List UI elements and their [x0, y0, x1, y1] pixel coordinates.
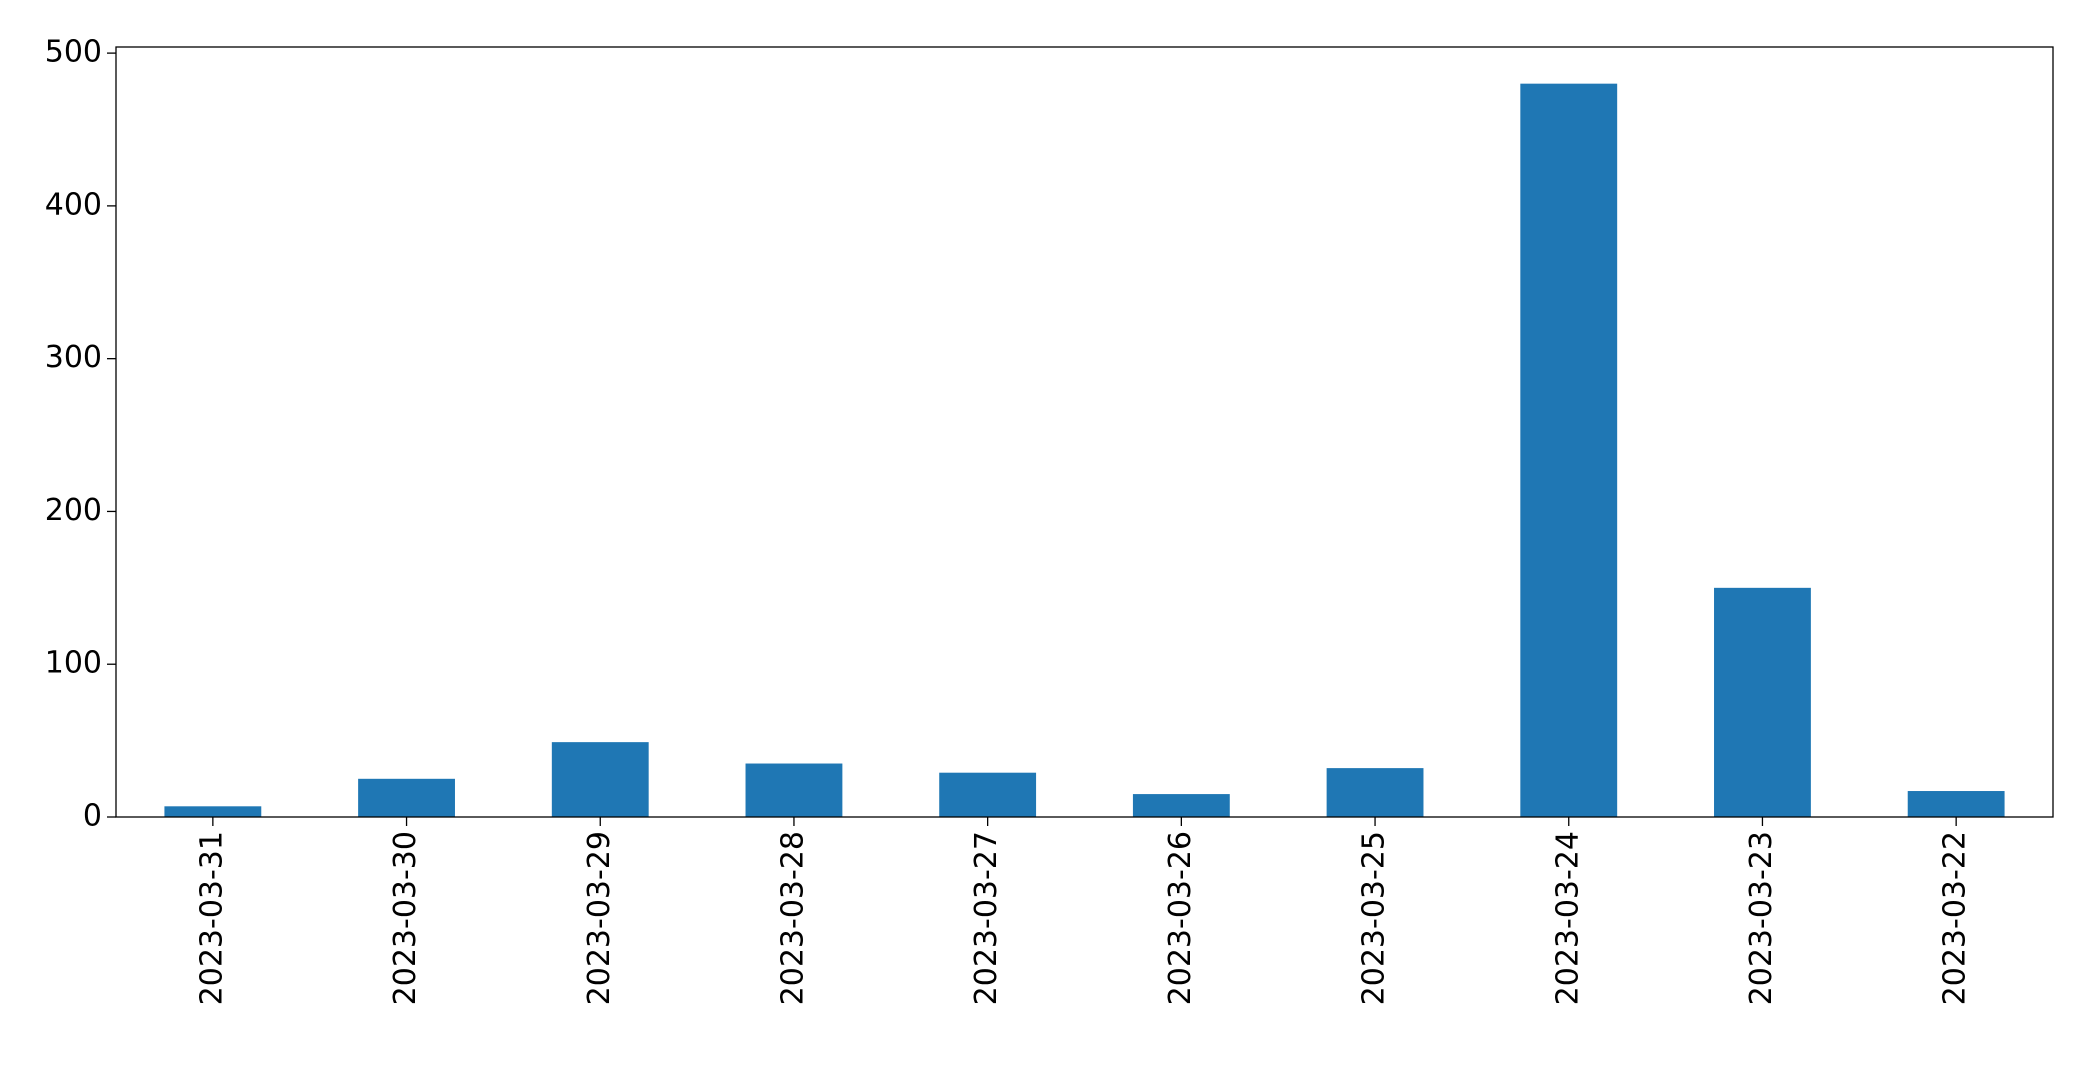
bar	[1520, 83, 1618, 817]
y-tick-label: 100	[45, 646, 102, 681]
y-tick-label: 500	[45, 35, 102, 70]
x-tick-label: 2023-03-23	[1744, 831, 1779, 1005]
y-tick-label: 400	[45, 187, 102, 222]
bar	[1907, 791, 2005, 817]
bar	[1326, 768, 1424, 817]
bar	[939, 772, 1037, 817]
x-tick-label: 2023-03-28	[775, 831, 810, 1005]
x-tick-label: 2023-03-22	[1938, 831, 1973, 1005]
bar	[551, 742, 649, 817]
x-tick-label: 2023-03-25	[1357, 831, 1392, 1005]
x-tick-label: 2023-03-24	[1550, 831, 1585, 1005]
x-tick-label: 2023-03-26	[1163, 831, 1198, 1005]
plot-frame	[115, 46, 2054, 818]
y-tick-label: 300	[45, 340, 102, 375]
y-tick-label: 200	[45, 493, 102, 528]
bar	[358, 778, 455, 817]
bar	[745, 763, 843, 817]
x-tick-label: 2023-03-31	[194, 831, 229, 1005]
x-tick-label: 2023-03-29	[582, 831, 617, 1005]
bar	[1714, 587, 1811, 817]
bar	[1132, 794, 1230, 817]
x-tick-label: 2023-03-30	[388, 831, 423, 1005]
bar	[164, 806, 262, 817]
y-tick-label: 0	[83, 799, 102, 834]
x-tick-label: 2023-03-27	[969, 831, 1004, 1005]
